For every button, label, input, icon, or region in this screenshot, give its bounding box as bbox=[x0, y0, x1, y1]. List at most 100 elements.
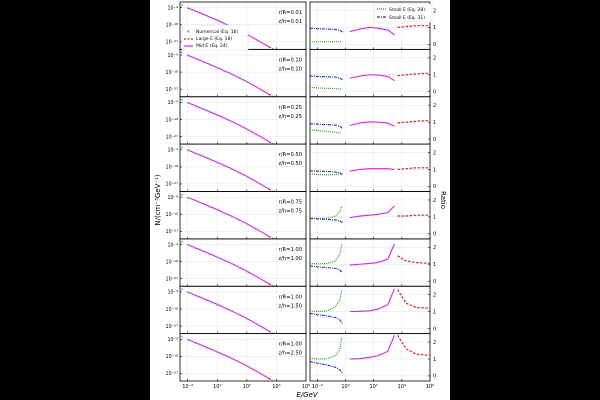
numerical-point: ★ bbox=[237, 217, 241, 222]
small-e31-series bbox=[310, 123, 343, 129]
right-y-tick-label: 2 bbox=[433, 293, 436, 299]
left-y-tick-label: 10⁻²⁷ bbox=[166, 87, 179, 93]
panel-r-label: r/R=0.25 bbox=[279, 105, 302, 111]
x-tick-label-right: 10⁶ bbox=[426, 384, 434, 390]
legend-label-numerical: Numerical (Eq. 16) bbox=[196, 29, 238, 35]
small-e28-series bbox=[310, 336, 343, 360]
panel-z-label: z/h=1.50 bbox=[278, 303, 302, 309]
spectrum-curves: ★★★★★★★★★★ bbox=[180, 97, 275, 145]
small-e28-series bbox=[310, 289, 343, 313]
numerical-point: ★ bbox=[230, 261, 234, 266]
mid-e-series bbox=[187, 149, 269, 190]
numerical-point: ★ bbox=[180, 334, 184, 339]
left-y-tick-label: 10⁻⁹ bbox=[167, 337, 178, 343]
numerical-point: ★ bbox=[245, 363, 249, 368]
panel-r-label: r/R=0.75 bbox=[279, 200, 302, 206]
small-e31-series bbox=[310, 27, 343, 33]
numerical-point: ★ bbox=[208, 299, 212, 304]
numerical-point: ★ bbox=[193, 340, 197, 345]
right-y-tick-label: 2 bbox=[433, 245, 436, 251]
left-y-tick-label: 10⁻¹⁸ bbox=[166, 70, 179, 76]
numerical-point: ★ bbox=[180, 192, 184, 197]
right-y-axis-label: Ratio bbox=[439, 191, 447, 209]
ratio-curves bbox=[310, 243, 430, 274]
spectrum-curves: ★★★★★★★★★★ bbox=[180, 144, 275, 192]
small-e31-series bbox=[310, 75, 343, 81]
numerical-point: ★ bbox=[201, 201, 205, 206]
x-tick-label-left: 10⁰ bbox=[213, 384, 221, 390]
right-y-tick-label: 0 bbox=[433, 326, 436, 332]
ratio-curves bbox=[310, 288, 430, 324]
left-y-axis-label: N/(cm⁻³GeV⁻¹) bbox=[154, 174, 162, 226]
numerical-point: ★ bbox=[180, 2, 184, 7]
panel-z-label: z/h=0.10 bbox=[278, 66, 302, 72]
left-y-tick-label: 10⁻¹⁸ bbox=[166, 165, 179, 171]
legend-label-mid-e: Mid E (Eq. 24) bbox=[196, 43, 228, 49]
x-tick-label-right: 10² bbox=[369, 384, 377, 390]
numerical-point: ★ bbox=[180, 97, 184, 102]
panel-z-label: z/h=0.01 bbox=[278, 19, 302, 25]
numerical-point: ★ bbox=[223, 21, 227, 26]
x-tick-label-left: 10⁶ bbox=[302, 384, 310, 390]
left-y-tick-label: 10⁻¹⁸ bbox=[166, 117, 179, 123]
spectrum-curves: ★★★★★★★★★★ bbox=[180, 287, 275, 334]
small-e28-series bbox=[310, 129, 342, 134]
numerical-point: ★ bbox=[180, 239, 184, 244]
numerical-point: ★ bbox=[201, 106, 205, 111]
ratio-curves bbox=[310, 335, 430, 374]
panel-right-frame bbox=[309, 96, 431, 145]
panel-left-frame bbox=[179, 333, 307, 382]
numerical-point: ★ bbox=[216, 207, 220, 212]
numerical-point: ★ bbox=[201, 296, 205, 301]
numerical-point: ★ bbox=[216, 302, 220, 307]
numerical-point: ★ bbox=[237, 75, 241, 80]
right-legend-box bbox=[373, 3, 433, 23]
numerical-point: ★ bbox=[186, 195, 190, 200]
numerical-point: ★ bbox=[186, 337, 190, 342]
numerical-point: ★ bbox=[223, 305, 227, 310]
left-y-tick-label: 10⁻¹⁸ bbox=[166, 259, 179, 265]
right-y-tick-label: 1 bbox=[433, 25, 436, 31]
left-y-tick-label: 10⁻⁹ bbox=[167, 242, 178, 248]
numerical-point: ★ bbox=[208, 251, 212, 256]
large-e-ratio-series bbox=[397, 167, 430, 171]
mid-e-ratio-series bbox=[349, 74, 395, 82]
right-y-tick-label: 2 bbox=[433, 340, 436, 346]
mid-e-series bbox=[187, 244, 269, 285]
numerical-point: ★ bbox=[245, 174, 249, 179]
numerical-point: ★ bbox=[223, 68, 227, 73]
mid-e-ratio-series bbox=[349, 335, 395, 360]
mid-e-series bbox=[187, 196, 269, 237]
left-y-tick-label: 10⁻¹⁸ bbox=[166, 354, 179, 360]
numerical-point: ★ bbox=[223, 163, 227, 168]
left-y-tick-label: 10⁻²⁷ bbox=[166, 276, 179, 282]
panel-r-label: r/R=0.01 bbox=[279, 10, 302, 16]
right-legend: Small E (Eq. 28) Small E (Eq. 31) bbox=[373, 3, 433, 23]
left-y-tick-label: 10⁻⁹ bbox=[167, 195, 178, 201]
numerical-point: ★ bbox=[216, 160, 220, 165]
ratio-curves bbox=[310, 167, 430, 176]
numerical-point: ★ bbox=[230, 119, 234, 124]
numerical-point: ★ bbox=[186, 5, 190, 10]
left-y-tick-label: 10⁻²⁷ bbox=[166, 182, 179, 188]
left-y-tick-label: 10⁻⁹ bbox=[167, 100, 178, 106]
right-y-tick-label: 1 bbox=[433, 309, 436, 315]
right-y-tick-label: 1 bbox=[433, 120, 436, 126]
left-legend: ★ Numerical (Eq. 16) Large E (Eq. 18) Mi… bbox=[181, 24, 249, 51]
x-tick-label-right: 10⁴ bbox=[398, 384, 406, 390]
mid-e-ratio-series bbox=[349, 168, 395, 172]
panel-r-label: r/R=1.00 bbox=[279, 247, 302, 253]
right-y-tick-label: 0 bbox=[433, 232, 436, 238]
numerical-point: ★ bbox=[237, 312, 241, 317]
large-e-ratio-series bbox=[397, 255, 430, 265]
mid-e-ratio-series bbox=[349, 243, 395, 266]
numerical-point: ★ bbox=[208, 157, 212, 162]
left-y-tick-label: 10⁻⁹ bbox=[167, 148, 178, 154]
numerical-point: ★ bbox=[186, 147, 190, 152]
left-y-tick-label: 10⁻²⁷ bbox=[166, 371, 179, 377]
spectrum-curves: ★★★★★★★★★★ bbox=[180, 334, 275, 381]
x-axis-label: E/GeV bbox=[296, 391, 319, 399]
panel-r-label: r/R=0.50 bbox=[279, 152, 302, 158]
small-e28-series bbox=[310, 86, 342, 90]
